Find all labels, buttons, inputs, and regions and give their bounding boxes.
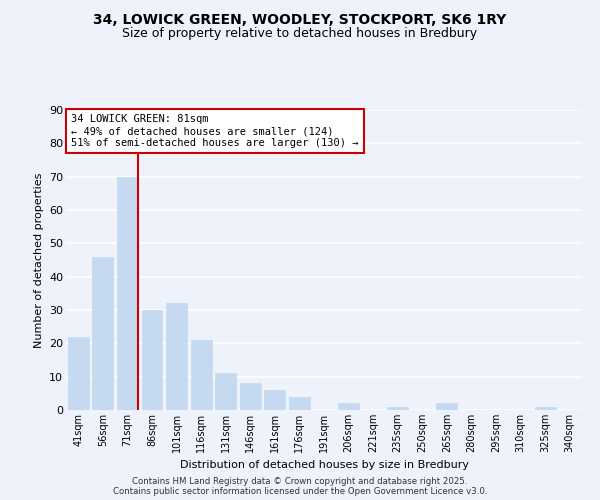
Bar [535, 406, 556, 410]
Bar [92, 256, 113, 410]
Bar [289, 396, 310, 410]
Text: Contains public sector information licensed under the Open Government Licence v3: Contains public sector information licen… [113, 488, 487, 496]
Bar [166, 304, 187, 410]
Y-axis label: Number of detached properties: Number of detached properties [34, 172, 44, 348]
Bar [240, 384, 261, 410]
Bar [215, 374, 236, 410]
Bar [68, 336, 89, 410]
X-axis label: Distribution of detached houses by size in Bredbury: Distribution of detached houses by size … [179, 460, 469, 470]
Bar [387, 406, 408, 410]
Bar [191, 340, 212, 410]
Bar [142, 310, 163, 410]
Bar [117, 176, 138, 410]
Text: Contains HM Land Registry data © Crown copyright and database right 2025.: Contains HM Land Registry data © Crown c… [132, 478, 468, 486]
Text: Size of property relative to detached houses in Bredbury: Size of property relative to detached ho… [122, 28, 478, 40]
Bar [265, 390, 286, 410]
Text: 34, LOWICK GREEN, WOODLEY, STOCKPORT, SK6 1RY: 34, LOWICK GREEN, WOODLEY, STOCKPORT, SK… [94, 12, 506, 26]
Bar [436, 404, 457, 410]
Text: 34 LOWICK GREEN: 81sqm
← 49% of detached houses are smaller (124)
51% of semi-de: 34 LOWICK GREEN: 81sqm ← 49% of detached… [71, 114, 359, 148]
Bar [338, 404, 359, 410]
